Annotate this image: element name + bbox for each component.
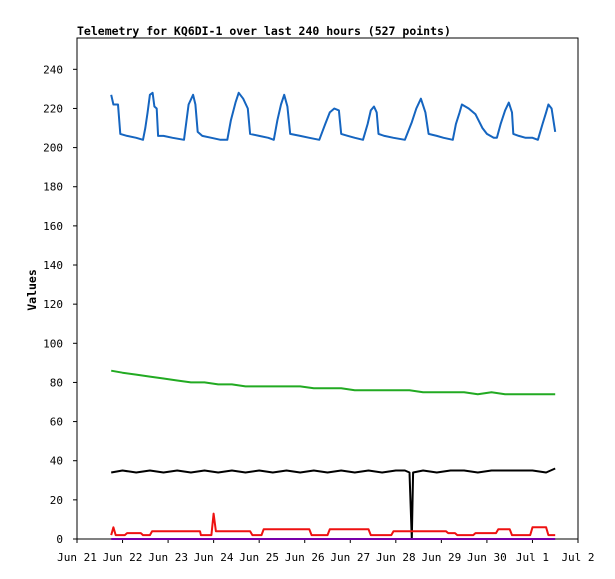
x-tick-label: Jun 23 [148,551,188,564]
y-tick-label: 140 [43,259,63,272]
x-tick-label: Jun 28 [376,551,416,564]
y-tick-label: 180 [43,181,63,194]
y-tick-label: 220 [43,102,63,115]
y-tick-label: 120 [43,298,63,311]
x-tick-label: Jun 24 [194,551,234,564]
chart-title: Telemetry for KQ6DI-1 over last 240 hour… [77,24,451,38]
x-axis: Jun 21 Jun 22 Jun 23 Jun 24 Jun 25 Jun 26 Jun … [57,539,595,564]
y-tick-label: 20 [50,494,63,507]
y-tick-label: 0 [56,533,63,546]
series-line-4 [110,512,556,537]
y-axis: 0 20 40 60 80 100 120 140 160 180 200 220 240 [43,63,77,546]
y-tick-label: 40 [50,455,63,468]
y-axis-title: Values [25,269,39,311]
x-tick-label: Jun 22 [103,551,143,564]
x-tick-label: Jun 29 [421,551,461,564]
y-tick-label: 80 [50,376,63,389]
x-tick-label: Jun 26 [285,551,325,564]
series-line-2 [111,369,556,396]
x-tick-label: Jun 27 [330,551,370,564]
x-tick-label: Jun 21 [57,551,97,564]
series-line-1 [110,91,557,141]
x-tick-label: Jul 1 [516,551,549,564]
plot-area [76,37,579,540]
y-tick-label: 240 [43,63,63,76]
y-tick-label: 60 [50,416,63,429]
series-layer [110,91,557,540]
y-tick-label: 160 [43,220,63,233]
y-tick-label: 200 [43,142,63,155]
x-tick-label: Jun 25 [239,551,279,564]
y-tick-label: 100 [43,337,63,350]
x-tick-label: Jul 2 [561,551,594,564]
series-line-3 [111,467,556,540]
x-tick-label: Jun 30 [467,551,507,564]
